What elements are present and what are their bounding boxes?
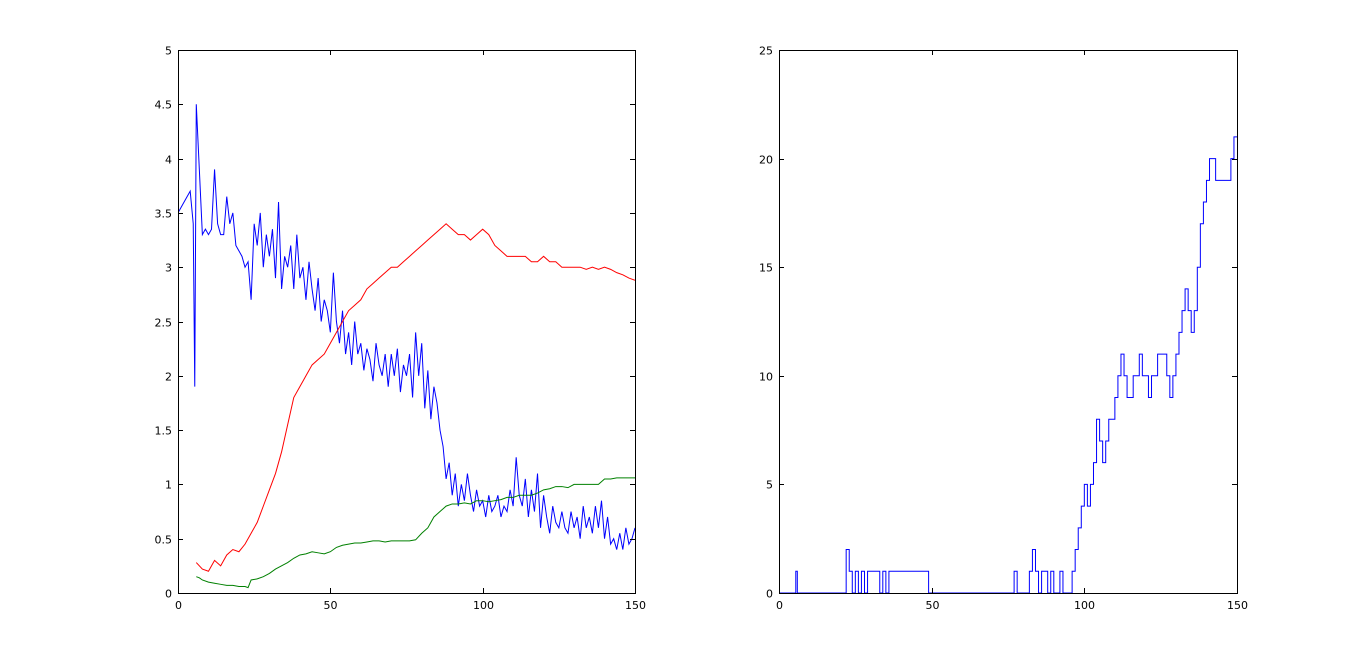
x-tick-label: 150: [1227, 599, 1248, 612]
axes-box: [779, 50, 1238, 594]
y-tick-label: 3: [165, 262, 172, 275]
series-line-1: [195, 223, 635, 572]
x-tick-label: 100: [1074, 599, 1095, 612]
left-axes: 0 50 100 150 0 0.5 1 1.5 2 2.5 3 3.5 4 4.5 5: [155, 45, 647, 613]
y-tick-label: 4.5: [155, 99, 173, 112]
y-tick-label: 0: [165, 588, 172, 601]
y-tick-label: 4: [165, 154, 172, 167]
y-tick-label: 0: [766, 588, 773, 601]
y-tick-label: 3.5: [155, 208, 173, 221]
y-tick-label: 2: [165, 371, 172, 384]
x-tick-label: 150: [625, 599, 646, 612]
x-tick-label: 0: [175, 599, 182, 612]
y-tick-label: 10: [759, 371, 773, 384]
right-axes: 0 50 100 150 0 5 10 15 20 25: [759, 45, 1248, 613]
x-tick-label: 100: [473, 599, 494, 612]
series-line-2: [196, 477, 635, 589]
series-line-0: [779, 136, 1237, 593]
y-tick-label: 1.5: [155, 425, 173, 438]
y-tick-label: 15: [759, 262, 773, 275]
series-line-0: [178, 104, 635, 550]
y-tick-label: 5: [165, 45, 172, 58]
x-tick-label: 50: [926, 599, 940, 612]
y-tick-label: 20: [759, 154, 773, 167]
y-tick-label: 5: [766, 479, 773, 492]
y-tick-label: 2.5: [155, 317, 173, 330]
x-tick-label: 0: [776, 599, 783, 612]
y-tick-label: 1: [165, 479, 172, 492]
x-tick-label: 50: [324, 599, 338, 612]
y-tick-label: 25: [759, 45, 773, 58]
y-tick-label: 0.5: [155, 534, 173, 547]
